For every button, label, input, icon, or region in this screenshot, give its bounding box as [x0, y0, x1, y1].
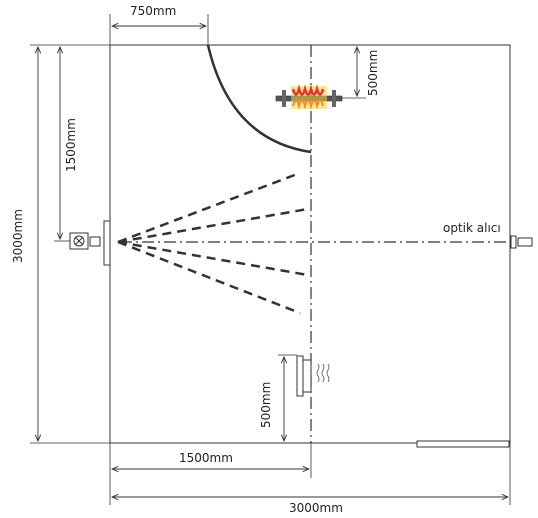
- heat-wave: [316, 363, 320, 383]
- extension-lines: [30, 14, 511, 505]
- lamp-cross: [75, 237, 83, 245]
- light-ray: [117, 240, 301, 315]
- lamp-icon: [73, 235, 85, 247]
- light-rays: [117, 171, 309, 315]
- bottom-offset-label: 500mm: [259, 382, 273, 428]
- light-ray: [117, 171, 301, 244]
- heater-coil-inner: [292, 99, 324, 110]
- emitter-lens: [89, 236, 101, 247]
- heater-mount: [282, 90, 286, 107]
- receiver-body: [517, 237, 533, 247]
- optical-receiver-icon: [510, 235, 533, 249]
- left-total-height-label: 3000mm: [11, 209, 25, 263]
- heater-icon: [275, 84, 343, 110]
- bottom-total-width-label: 3000mm: [289, 501, 343, 515]
- emitter-plate: [103, 220, 111, 266]
- top-width-label: 750mm: [130, 4, 176, 18]
- heat-wave: [326, 363, 330, 383]
- bottom-half-width-label: 1500mm: [179, 451, 233, 465]
- light-ray: [117, 240, 309, 277]
- heat-source-body: [302, 359, 312, 393]
- floor-plate: [416, 440, 510, 448]
- heater-coil: [291, 84, 325, 96]
- door-swing-arc: [206, 44, 312, 154]
- dimension-lines: [38, 26, 508, 497]
- receiver-label: optik alıcı: [443, 221, 501, 235]
- receiver-plate: [510, 235, 517, 249]
- heat-wave: [321, 363, 325, 383]
- heater-offset-label: 500mm: [366, 50, 380, 96]
- heat-source-plate: [296, 355, 304, 397]
- light-ray: [117, 207, 309, 244]
- heater-mount: [332, 90, 336, 107]
- optical-emitter-icon: [69, 220, 111, 266]
- heat-source-icon: [296, 355, 330, 397]
- left-half-height-label: 1500mm: [64, 118, 78, 172]
